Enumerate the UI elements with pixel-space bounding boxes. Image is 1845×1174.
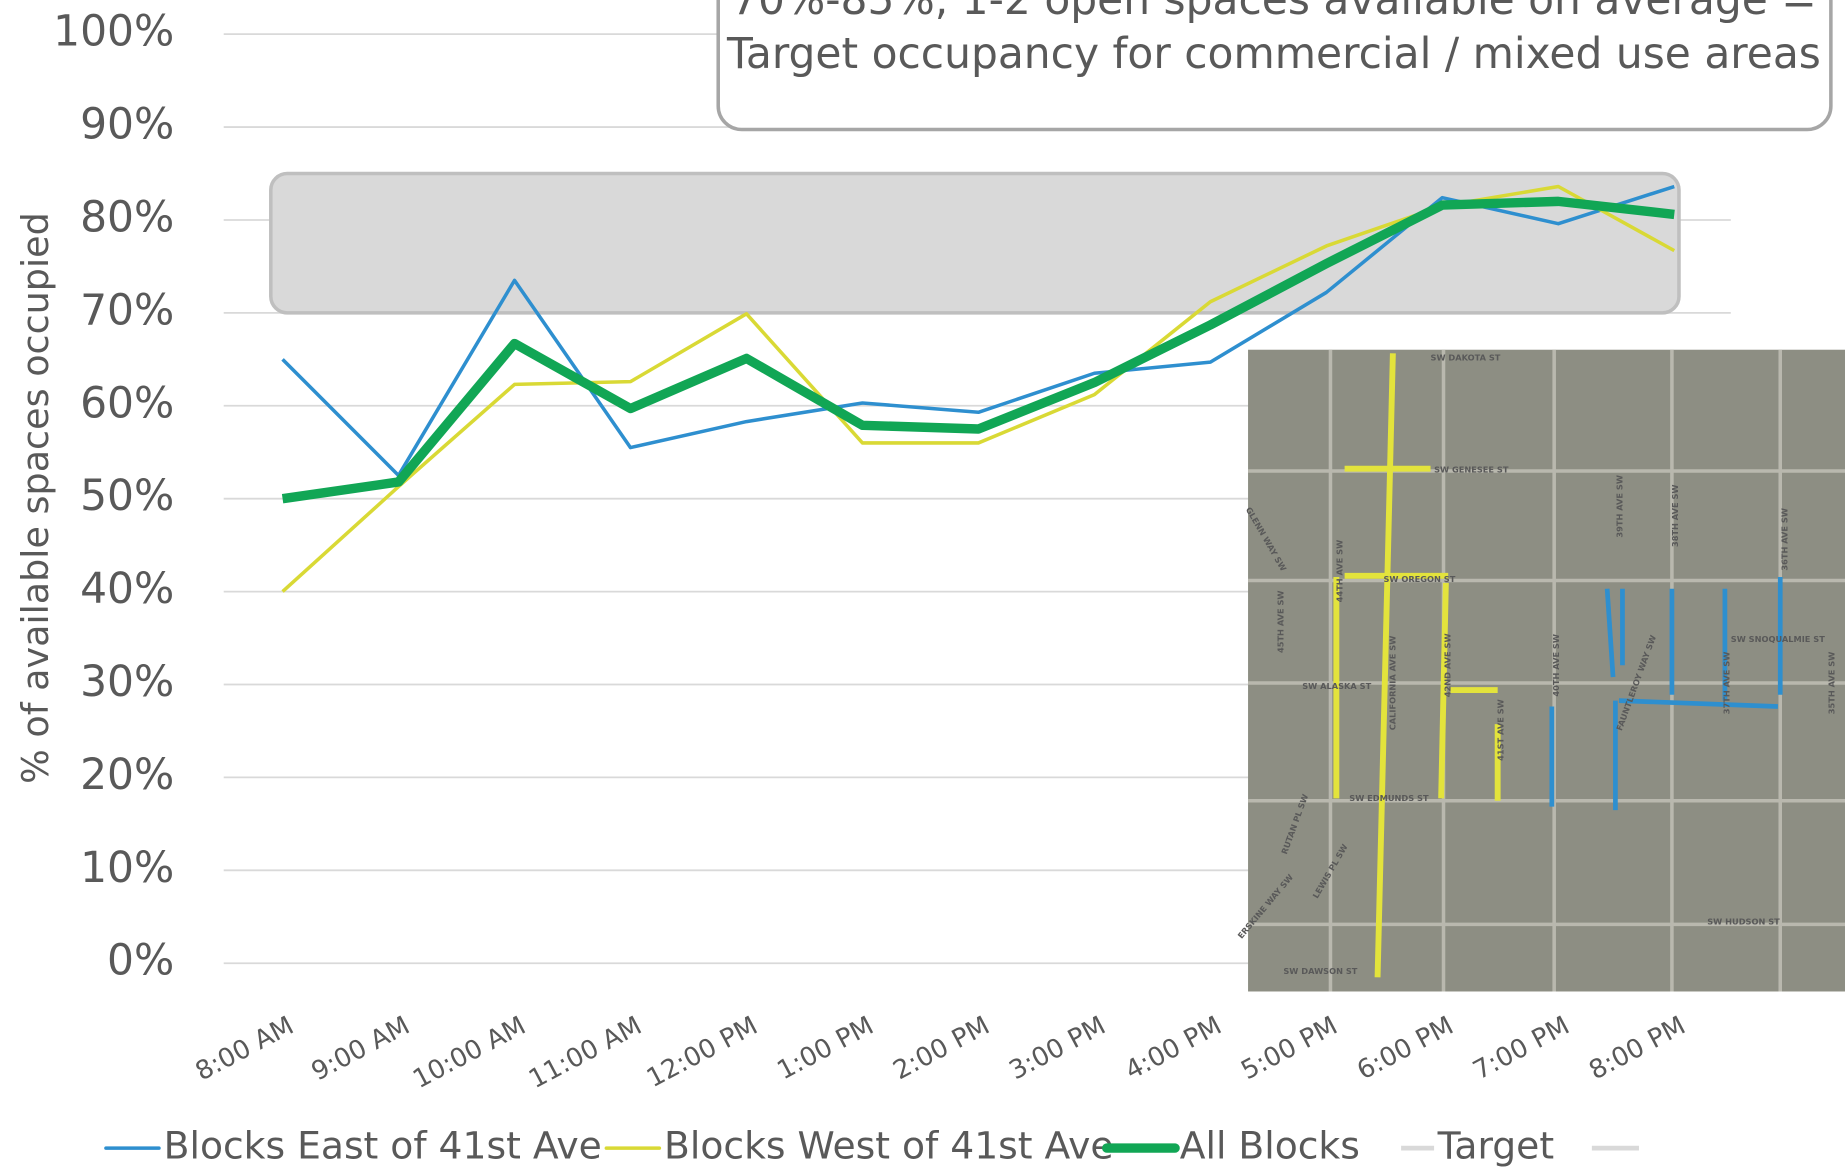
- map-label: SW GENESEE ST: [1434, 464, 1509, 474]
- y-tick-label: 60%: [80, 378, 174, 427]
- chart: % of available spaces occupied 0% 10% 20% 3…: [0, 0, 1845, 1174]
- map-label: SW OREGON ST: [1383, 574, 1455, 584]
- x-tick-label: 9:00 AM: [307, 1011, 415, 1087]
- legend-label: Target: [1437, 1124, 1554, 1168]
- legend-label: Blocks East of 41st Ave: [164, 1124, 602, 1168]
- map-label: 38TH AVE SW: [1670, 484, 1680, 547]
- x-tick-label: 4:00 PM: [1120, 1011, 1226, 1086]
- y-tick-label: 30%: [80, 657, 174, 706]
- y-tick-label: 20%: [80, 750, 174, 799]
- x-tick-label: 11:00 AM: [524, 1011, 647, 1095]
- y-tick-label: 50%: [80, 471, 174, 520]
- map-label: 42ND AVE SW: [1443, 633, 1453, 697]
- legend-label: All Blocks: [1180, 1124, 1360, 1168]
- x-tick-label: 8:00 PM: [1584, 1011, 1690, 1086]
- map-label: SW EDMUNDS ST: [1349, 793, 1429, 803]
- map-label: SW SNOQUALMIE ST: [1731, 634, 1825, 644]
- x-tick-label: 6:00 PM: [1352, 1011, 1458, 1086]
- x-tick-label: 5:00 PM: [1236, 1011, 1342, 1086]
- y-tick-label: 40%: [80, 564, 174, 613]
- x-tick-label: 8:00 AM: [191, 1011, 299, 1087]
- y-tick-label: 0%: [107, 936, 174, 985]
- target-band: [271, 174, 1679, 313]
- map-label: 40TH AVE SW: [1551, 634, 1561, 697]
- annotation: 70%-85%, 1-2 open spaces available on av…: [718, 0, 1831, 130]
- map-label: 41ST AVE SW: [1496, 699, 1506, 761]
- map-label: SW HUDSON ST: [1707, 917, 1780, 927]
- map-label: 44TH AVE SW: [1334, 540, 1344, 603]
- y-axis-title: % of available spaces occupied: [14, 212, 57, 784]
- annotation-line: 70%-85%, 1-2 open spaces available on av…: [731, 0, 1817, 24]
- x-tick-label: 7:00 PM: [1468, 1011, 1574, 1086]
- y-tick-label: 80%: [80, 192, 174, 241]
- y-tick-label: 10%: [80, 843, 174, 892]
- x-tick-label: 2:00 PM: [888, 1011, 994, 1086]
- y-tick-label: 90%: [80, 100, 174, 149]
- map-label: SW DAWSON ST: [1283, 966, 1357, 976]
- y-tick-label: 100%: [53, 7, 174, 56]
- map-label: 45TH AVE SW: [1276, 590, 1286, 653]
- map-label: 35TH AVE SW: [1827, 652, 1837, 715]
- map-label: SW DAKOTA ST: [1431, 352, 1501, 362]
- x-tick-label: 12:00 PM: [642, 1011, 763, 1094]
- x-tick-label: 1:00 PM: [772, 1011, 878, 1086]
- map-label: 37TH AVE SW: [1722, 652, 1732, 715]
- y-tick-label: 70%: [80, 285, 174, 334]
- map-label: 39TH AVE SW: [1615, 475, 1625, 538]
- x-tick-label: 10:00 AM: [408, 1011, 531, 1095]
- annotation-line: Target occupancy for commercial / mixed …: [726, 29, 1821, 78]
- map-label: SW ALASKA ST: [1302, 681, 1371, 691]
- legend-label: Blocks West of 41st Ave: [664, 1124, 1114, 1168]
- map-label: CALIFORNIA AVE SW: [1387, 636, 1397, 731]
- map-label: 36TH AVE SW: [1779, 508, 1789, 571]
- x-tick-label: 3:00 PM: [1004, 1011, 1110, 1086]
- map-inset: SW DAKOTA ST SW GENESEE ST SW OREGON ST SW …: [1236, 350, 1845, 992]
